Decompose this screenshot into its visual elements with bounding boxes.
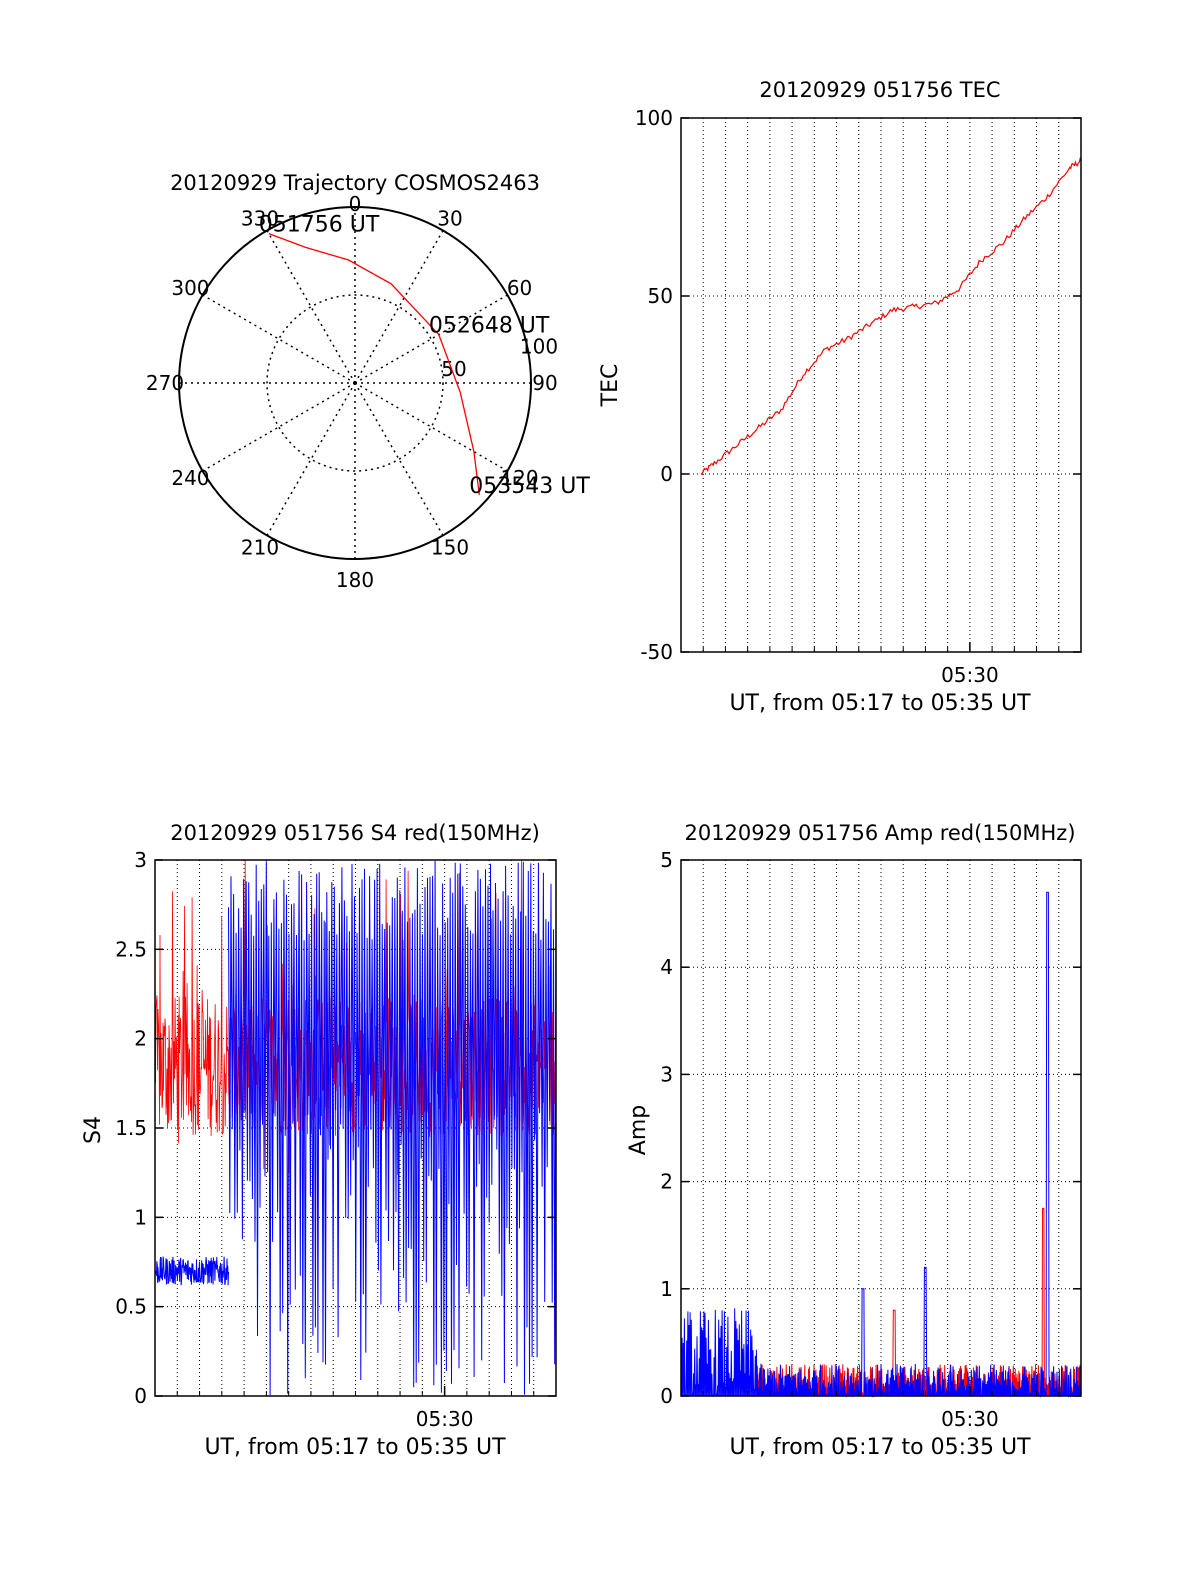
plot-series xyxy=(154,859,557,1396)
polar-angle-label: 180 xyxy=(336,568,374,592)
polar-spoke xyxy=(354,382,508,472)
plot-grid xyxy=(681,859,1081,1397)
polar-angle-label: 300 xyxy=(171,276,209,300)
polar-angle-label: 330 xyxy=(241,206,279,230)
tec-chart: 20120929 051756 TEC UT, from 05:17 to 05… xyxy=(598,78,1082,716)
tec-x-axis-label: UT, from 05:17 to 05:35 UT xyxy=(729,691,1031,716)
polar-radius-label: 50 xyxy=(441,357,466,381)
y-tick-label: 2.5 xyxy=(115,937,147,961)
amp-x-axis-label: UT, from 05:17 to 05:35 UT xyxy=(729,1435,1031,1460)
y-tick-label: 2 xyxy=(134,1027,147,1051)
x-tick-label: 05:30 xyxy=(941,1407,999,1431)
polar-angle-label: 90 xyxy=(532,371,557,395)
y-tick-labels: 0 1 2 3 4 5 05:30 xyxy=(660,848,1081,1431)
amp-red-series xyxy=(756,1207,1082,1398)
amp-y-axis-label: Amp xyxy=(626,1105,651,1155)
y-tick-labels: 0 0.5 1 1.5 2 2.5 3 05:30 xyxy=(115,848,556,1431)
plot-grid xyxy=(681,117,1081,653)
polar-spoke xyxy=(354,230,444,384)
x-tick-label: 05:30 xyxy=(416,1407,474,1431)
x-tick-label: 05:30 xyxy=(941,663,999,687)
y-tick-label: 2 xyxy=(660,1170,673,1194)
polar-time-annotation: 053543 UT xyxy=(469,474,590,499)
amp-chart-title: 20120929 051756 Amp red(150MHz) xyxy=(684,821,1075,845)
y-tick-label: 5 xyxy=(660,848,673,872)
s4-blue-calm-series xyxy=(154,1256,229,1286)
tec-chart-title: 20120929 051756 TEC xyxy=(759,78,1000,102)
y-tick-labels: -50 0 50 100 05:30 xyxy=(635,106,1081,687)
polar-angle-label: 210 xyxy=(241,536,279,560)
y-tick-label: 3 xyxy=(660,1062,673,1086)
polar-trajectory-line xyxy=(268,232,480,495)
polar-angle-label: 60 xyxy=(507,276,532,300)
amp-chart: 20120929 051756 Amp red(150MHz) UT, from… xyxy=(626,821,1082,1460)
y-tick-label: 50 xyxy=(648,284,673,308)
polar-time-annotation: 051756 UT xyxy=(259,213,380,238)
polar-angle-label: 270 xyxy=(146,371,184,395)
polar-trajectory-series xyxy=(268,232,480,495)
y-tick-label: 1 xyxy=(134,1205,147,1229)
s4-blue-noisy-series xyxy=(228,860,557,1396)
s4-x-axis-label: UT, from 05:17 to 05:35 UT xyxy=(204,1435,506,1460)
polar-radius-labels: 50 100 xyxy=(441,334,558,381)
polar-grid xyxy=(178,206,532,560)
y-tick-label: 0.5 xyxy=(115,1295,147,1319)
tec-series-line xyxy=(700,157,1082,476)
polar-angle-labels: 0 30 60 90 120 150 180 210 240 270 300 330 xyxy=(146,192,558,592)
polar-angle-label: 120 xyxy=(500,466,538,490)
polar-angle-label: 30 xyxy=(437,206,462,230)
polar-inner-circle xyxy=(266,294,444,472)
y-tick-label: 1.5 xyxy=(115,1116,147,1140)
y-tick-label: 0 xyxy=(134,1384,147,1408)
y-tick-label: -50 xyxy=(640,640,673,664)
y-tick-label: 0 xyxy=(660,462,673,486)
s4-red-series xyxy=(154,859,557,1182)
s4-chart-title: 20120929 051756 S4 red(150MHz) xyxy=(170,821,540,845)
y-tick-label: 3 xyxy=(134,848,147,872)
polar-angle-label: 0 xyxy=(349,192,362,216)
plot-series xyxy=(700,157,1082,476)
y-tick-label: 100 xyxy=(635,106,673,130)
y-tick-label: 0 xyxy=(660,1384,673,1408)
polar-spoke xyxy=(266,382,356,536)
polar-trajectory-chart: 20120929 Trajectory COSMOS2463 0 30 60 90 12… xyxy=(146,171,590,592)
s4-y-axis-label: S4 xyxy=(81,1116,106,1144)
polar-annotations: 051756 UT 052648 UT 053543 UT xyxy=(259,213,591,499)
polar-time-annotation: 052648 UT xyxy=(429,314,550,339)
y-tick-label: 4 xyxy=(660,955,673,979)
y-tick-label: 1 xyxy=(660,1277,673,1301)
polar-angle-label: 150 xyxy=(431,536,469,560)
s4-chart: 20120929 051756 S4 red(150MHz) UT, from … xyxy=(81,821,557,1460)
tec-y-axis-label: TEC xyxy=(598,364,623,408)
polar-radius-label: 100 xyxy=(520,334,558,358)
polar-spoke xyxy=(202,294,356,384)
polar-angle-label: 240 xyxy=(171,466,209,490)
polar-chart-title: 20120929 Trajectory COSMOS2463 xyxy=(170,171,540,195)
